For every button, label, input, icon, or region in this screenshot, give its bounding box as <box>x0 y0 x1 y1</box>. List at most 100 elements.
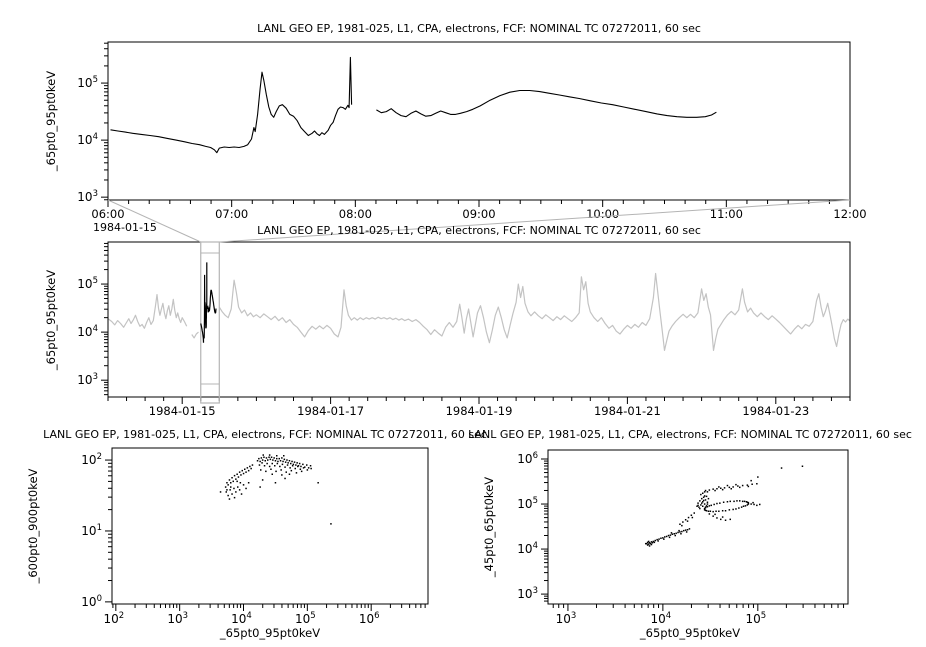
scatter-point <box>250 467 252 470</box>
scatter-point <box>647 543 650 545</box>
tick-label: 105 <box>295 611 316 626</box>
scatter-point <box>729 500 731 503</box>
y-axis-label-scatter-left: _600pt0_900pt0keV <box>26 468 40 584</box>
scatter-point <box>708 489 711 491</box>
scatter-point <box>716 517 718 519</box>
scatter-point <box>258 457 260 460</box>
context-highlight-line <box>200 262 208 343</box>
scatter-point <box>238 489 241 491</box>
scatter-point <box>747 502 750 505</box>
scatter-point <box>705 495 708 498</box>
scatter-point <box>273 457 275 459</box>
scatter-point <box>744 505 747 507</box>
scatter-point <box>673 533 675 535</box>
scatter-point <box>707 497 710 500</box>
scatter-point <box>284 477 286 480</box>
tick-label: 12:00 <box>833 207 866 221</box>
scatter-point <box>648 545 651 547</box>
scatter-point <box>270 456 273 458</box>
scatter-point <box>263 456 265 458</box>
scatter-point <box>671 533 674 535</box>
tick-label: 105 <box>745 611 766 626</box>
scatter-point <box>263 465 266 467</box>
scatter-point <box>675 532 677 535</box>
scatter-point <box>235 491 237 493</box>
tick-label: 104 <box>651 611 672 626</box>
scatter-point <box>247 482 250 484</box>
tick-label: 07:00 <box>215 207 248 221</box>
scatter-point <box>230 482 232 484</box>
scatter-point <box>261 459 264 461</box>
scatter-point <box>713 503 715 506</box>
scatter-point <box>709 510 712 512</box>
scatter-point <box>307 467 310 469</box>
scatter-point <box>259 486 261 488</box>
scatter-point <box>729 518 731 521</box>
scatter-point <box>714 489 716 492</box>
scatter-point <box>702 496 705 498</box>
scatter-point <box>240 493 243 495</box>
scatter-point <box>299 468 302 470</box>
scatter-point <box>274 460 277 462</box>
scatter-point <box>227 494 229 497</box>
plot-area-top-timeseries-panel[interactable] <box>108 42 850 200</box>
scatter-point <box>702 499 705 502</box>
tick-label: 1984-01-23 <box>742 404 809 418</box>
timeseries-line <box>376 89 717 118</box>
scatter-point <box>726 484 729 487</box>
scatter-point <box>291 460 293 463</box>
scatter-point <box>261 479 264 481</box>
scatter-point <box>658 538 660 540</box>
scatter-point <box>690 514 693 516</box>
scatter-point <box>660 537 662 539</box>
tick-label: 06:00 <box>91 207 124 221</box>
tick-label: 104 <box>231 611 252 626</box>
context-highlight-line <box>206 289 217 314</box>
plot-area-scatter-left-panel[interactable] <box>112 448 428 604</box>
scatter-point <box>691 516 694 519</box>
tick-label: 09:00 <box>462 207 495 221</box>
scatter-point <box>700 504 702 506</box>
scatter-point <box>719 502 721 504</box>
y-axis-label-scatter-right: _45pt0_65pt0keV <box>482 476 496 578</box>
scatter-point <box>268 456 270 458</box>
scatter-point <box>284 461 287 463</box>
scatter-right-panel: 103 104 105 106 103 104 105 <box>517 449 849 626</box>
scatter-point <box>317 482 319 484</box>
zoom-connector-right-line <box>219 199 851 243</box>
scatter-point <box>247 469 250 472</box>
scatter-point <box>242 484 245 486</box>
scatter-point <box>244 468 246 470</box>
scatter-point <box>241 469 243 472</box>
context-selection-box[interactable] <box>200 241 220 404</box>
scatter-point <box>703 508 706 510</box>
scatter-point <box>669 534 672 536</box>
scatter-point <box>295 464 297 466</box>
scatter-point <box>288 460 291 462</box>
tick-label: 10:00 <box>586 207 619 221</box>
timeseries-line <box>107 294 188 329</box>
scatter-point <box>246 467 249 469</box>
scatter-point <box>275 470 277 473</box>
scatter-point <box>282 460 284 463</box>
scatter-point <box>703 503 706 505</box>
scatter-point <box>720 487 722 489</box>
scatter-point <box>646 544 649 546</box>
plot-area-scatter-right-panel[interactable] <box>548 450 848 604</box>
tick-label: 103 <box>556 611 577 626</box>
scatter-point <box>249 465 251 468</box>
scatter-point <box>679 523 681 525</box>
scatter-point <box>723 487 726 489</box>
scatter-point <box>697 504 699 507</box>
scatter-point <box>712 510 714 513</box>
scatter-point <box>735 508 737 510</box>
selection-box-rect[interactable] <box>200 241 220 404</box>
scatter-point <box>297 465 299 468</box>
scatter-point <box>701 497 703 500</box>
scatter-point <box>268 454 271 456</box>
scatter-point <box>302 467 305 469</box>
tick-label: 11:00 <box>710 207 743 221</box>
y-axis-label-context: _65pt0_95pt0keV <box>44 269 58 371</box>
